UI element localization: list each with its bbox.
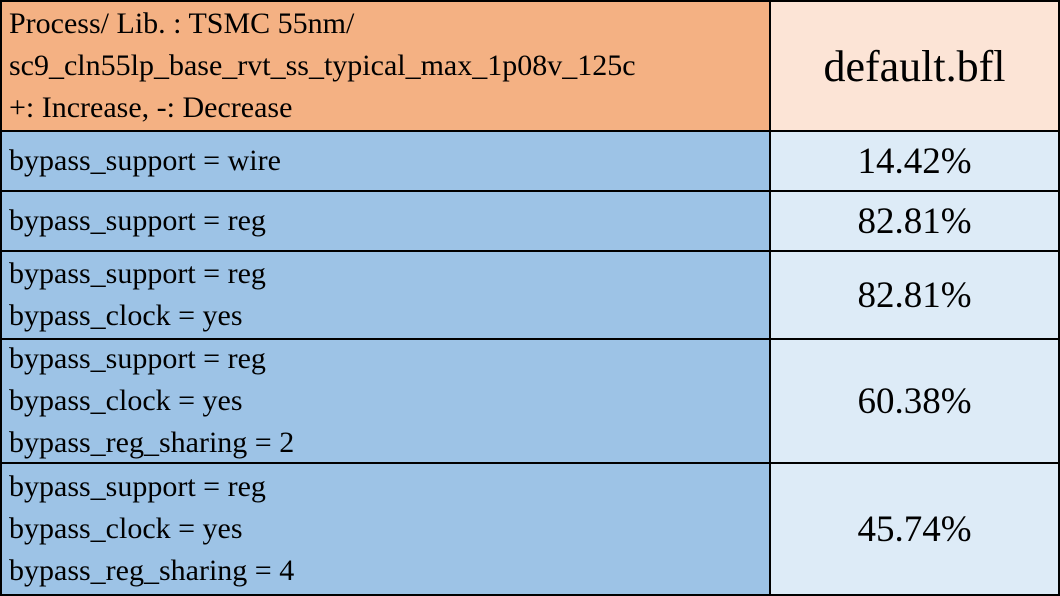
cell-line: bypass_support = reg	[9, 470, 266, 503]
cell-line: +: Increase, -: Decrease	[9, 91, 293, 124]
cell-line: Process/ Lib. : TSMC 55nm/	[9, 7, 355, 40]
cell-line: bypass_reg_sharing = 4	[9, 554, 295, 587]
value-cell: 82.81%	[771, 192, 1058, 250]
cell-line: sc9_cln55lp_base_rvt_ss_typical_max_1p08…	[9, 49, 636, 82]
value-cell: 14.42%	[771, 132, 1058, 190]
label-cell: bypass_support = reg	[2, 192, 769, 250]
label-cell: bypass_support = wire	[2, 132, 769, 190]
cell-line: bypass_clock = yes	[9, 299, 243, 332]
cell-line: bypass_reg_sharing = 2	[9, 426, 295, 459]
value-cell: 60.38%	[771, 340, 1058, 462]
column-header: default.bfl	[771, 2, 1058, 130]
cell-line: bypass_clock = yes	[9, 512, 243, 545]
label-cell: bypass_support = reg bypass_clock = yes by…	[2, 464, 769, 594]
cell-line: bypass_support = reg	[9, 342, 266, 375]
cell-line: bypass_support = wire	[9, 144, 281, 177]
label-cell: Process/ Lib. : TSMC 55nm/sc9_cln55lp_ba…	[2, 2, 769, 130]
value-cell: 82.81%	[771, 252, 1058, 338]
cell-line: bypass_clock = yes	[9, 384, 243, 417]
cell-line: bypass_support = reg	[9, 257, 266, 290]
label-cell: bypass_support = reg bypass_clock = yes by…	[2, 340, 769, 462]
value-cell: 45.74%	[771, 464, 1058, 594]
label-cell: bypass_support = reg bypass_clock = yes	[2, 252, 769, 338]
cell-line: bypass_support = reg	[9, 204, 266, 237]
